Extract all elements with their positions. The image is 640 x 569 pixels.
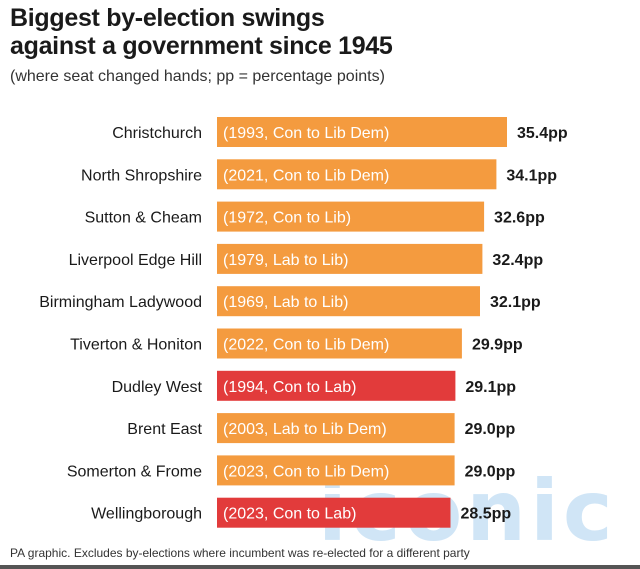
bar-annotation: (2021, Con to Lib Dem) xyxy=(223,167,389,184)
value-label: 29.9pp xyxy=(472,337,523,354)
bar xyxy=(217,117,507,147)
value-label: 35.4pp xyxy=(517,125,568,142)
category-label: Wellingborough xyxy=(91,506,202,523)
category-label: Tiverton & Honiton xyxy=(70,337,202,354)
bar xyxy=(217,370,456,401)
bar xyxy=(217,159,497,190)
value-label: 29.0pp xyxy=(465,421,516,438)
bar xyxy=(217,286,480,317)
value-label: 32.6pp xyxy=(494,210,545,227)
bar-annotation: (1979, Lab to Lib) xyxy=(223,252,348,269)
bar xyxy=(217,201,485,232)
chart-subtitle: (where seat changed hands; pp = percenta… xyxy=(10,68,385,85)
value-label: 34.1pp xyxy=(506,167,557,184)
value-label: 28.5pp xyxy=(460,506,511,523)
category-label: Sutton & Cheam xyxy=(85,210,202,227)
bar-annotation: (1993, Con to Lib Dem) xyxy=(223,125,389,142)
bar xyxy=(217,243,483,274)
value-label: 29.0pp xyxy=(465,463,516,480)
category-label: Liverpool Edge Hill xyxy=(69,252,202,269)
bar xyxy=(217,497,451,528)
category-label: North Shropshire xyxy=(81,167,202,184)
bar-annotation: (2022, Con to Lib Dem) xyxy=(223,337,389,354)
bar-annotation: (2023, Con to Lib Dem) xyxy=(223,463,389,480)
chart-title: Biggest by-election swings against a gov… xyxy=(10,4,630,60)
category-label: Christchurch xyxy=(112,125,202,142)
footnote: PA graphic. Excludes by-elections where … xyxy=(10,546,470,560)
bar xyxy=(217,455,455,486)
value-label: 29.1pp xyxy=(465,379,516,396)
bar-annotation: (1994, Con to Lab) xyxy=(223,379,356,396)
bar-annotation: (2023, Con to Lab) xyxy=(223,506,356,523)
bar-annotation: (1969, Lab to Lib) xyxy=(223,294,348,311)
category-label: Birmingham Ladywood xyxy=(39,294,202,311)
value-label: 32.1pp xyxy=(490,294,541,311)
category-label: Somerton & Frome xyxy=(67,463,202,480)
bar xyxy=(217,328,462,359)
title-line-1: Biggest by-election swings xyxy=(10,4,325,32)
title-line-2: against a government since 1945 xyxy=(10,32,393,60)
value-label: 32.4pp xyxy=(492,252,543,269)
bar-annotation: (2003, Lab to Lib Dem) xyxy=(223,421,387,438)
category-label: Dudley West xyxy=(112,379,203,396)
category-label: Brent East xyxy=(127,421,202,438)
bar-annotation: (1972, Con to Lib) xyxy=(223,210,351,227)
bar xyxy=(217,413,455,444)
bottom-rule xyxy=(0,565,640,569)
